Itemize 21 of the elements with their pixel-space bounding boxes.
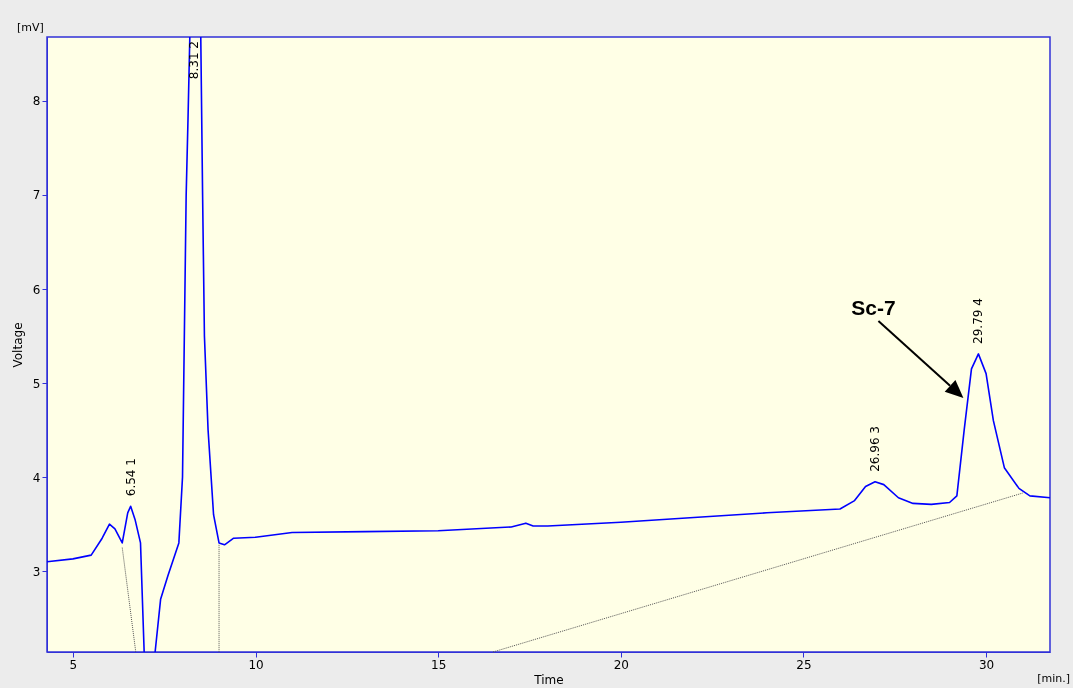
x-tick-label: 20	[613, 657, 629, 672]
x-tick-label: 15	[431, 657, 447, 672]
x-tick-label: 5	[69, 657, 78, 672]
text: [min.]	[1037, 672, 1070, 685]
y-axis-title: Voltage	[10, 322, 25, 368]
y-tick-label: 5	[32, 376, 41, 391]
x-axis-title: Time	[533, 672, 564, 687]
annotation: Sc-7	[851, 295, 896, 319]
y-tick-label: 6	[32, 282, 41, 297]
y-tick-label: 7	[32, 188, 41, 203]
x-tick-label: 30	[978, 657, 995, 672]
y-tick-label: 8	[32, 94, 41, 109]
x-tick-label: 10	[248, 657, 264, 672]
annotation: 29.79 4	[971, 298, 986, 344]
annotation: 6.54 1	[123, 458, 138, 497]
x-tick-label: 25	[796, 657, 812, 672]
annotation: 26.96 3	[868, 425, 883, 472]
y-tick-label: 4	[32, 470, 41, 485]
text: [mV]	[17, 21, 44, 34]
annotation: 8.31 2	[186, 41, 201, 80]
y-tick-label: 3	[32, 564, 41, 579]
